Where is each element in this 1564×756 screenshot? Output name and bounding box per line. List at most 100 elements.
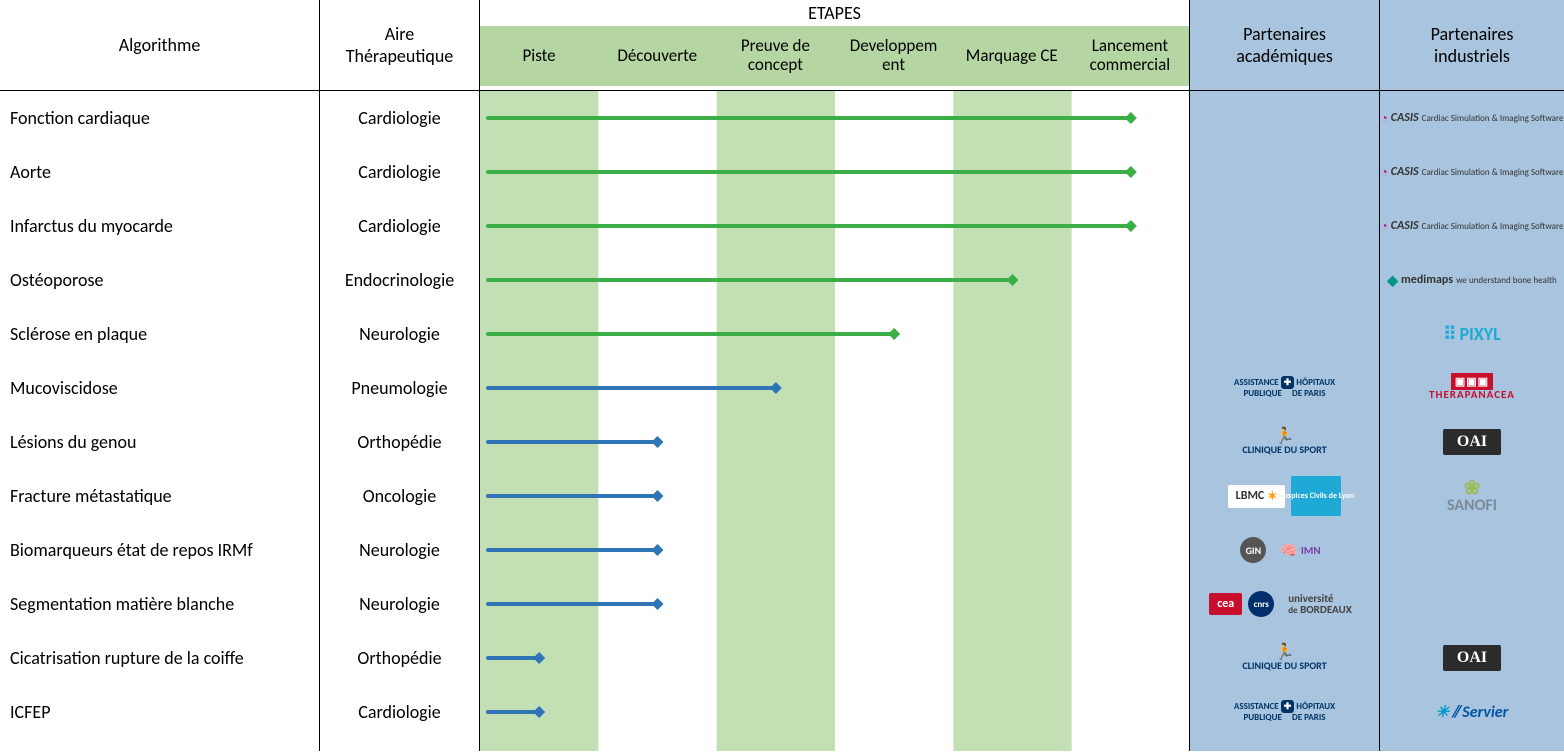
stage-label: Découverte [598,26,716,86]
partner-logo: ◔ CASISCardiac Simulation & Imaging Soft… [1373,107,1564,130]
algorithm-cell: Sclérose en plaque [10,307,319,361]
industrial-partner-cell: ◔ CASISCardiac Simulation & Imaging Soft… [1380,91,1564,145]
algorithm-column: Fonction cardiaqueAorteInfarctus du myoc… [0,91,320,751]
header-industrial-line1: Partenaires [1431,23,1514,45]
area-cell: Cardiologie [320,145,479,199]
academic-partner-cell: ASSISTANCE ✚ HÔPITAUXPUBLIQUE DE PARIS [1190,685,1379,739]
industrial-partner-cell: OAI [1380,631,1564,685]
progress-marker [652,490,664,502]
partner-logo: ❀SANOFI [1439,474,1505,518]
academic-partner-cell: LBMC✶Hospices Civils de Lyon [1190,469,1379,523]
area-cell: Neurologie [320,307,479,361]
header-area: Aire Thérapeutique [320,0,480,90]
partner-logo: OAI [1443,429,1501,455]
partner-logo: GIN [1240,537,1266,563]
partner-logo: cea [1209,593,1242,615]
stage-label: Preuve de concept [716,26,834,86]
header-algorithm: Algorithme [0,0,320,90]
header-academic-line2: académiques [1236,45,1333,67]
header-area-line1: Aire [385,23,415,45]
progress-marker [888,328,900,340]
stage-band [717,91,835,751]
academic-partner-cell: ASSISTANCE ✚ HÔPITAUXPUBLIQUE DE PARIS [1190,361,1379,415]
industrial-partner-cell: ◔ CASISCardiac Simulation & Imaging Soft… [1380,199,1564,253]
partner-logo: ◆ medimapswe understand bone health [1379,268,1564,293]
algorithm-cell: ICFEP [10,685,319,739]
area-cell: Cardiologie [320,685,479,739]
stage-label: Developpem ent [834,26,952,86]
header-academic: Partenaires académiques [1190,0,1380,90]
stage-label: Lancement commercial [1071,26,1189,86]
header-stages-title: ETAPES [480,0,1189,26]
algorithm-cell: Ostéoporose [10,253,319,307]
progress-marker [1125,166,1137,178]
progress-chart [480,91,1190,751]
partner-logo: 🧠IMN [1272,538,1328,563]
area-cell: Pneumologie [320,361,479,415]
stage-label: Piste [480,26,598,86]
partner-logo: ASSISTANCE ✚ HÔPITAUXPUBLIQUE DE PARIS [1226,373,1343,403]
header-stages: ETAPES PisteDécouvertePreuve de conceptD… [480,0,1190,90]
algorithm-cell: Lésions du genou [10,415,319,469]
industrial-partner-cell: ▣▣▣THERAPANACEA [1380,361,1564,415]
partner-logo: LBMC✶ [1228,485,1286,508]
area-cell: Oncologie [320,469,479,523]
industrial-partner-cell: ◔ CASISCardiac Simulation & Imaging Soft… [1380,145,1564,199]
progress-marker [1125,220,1137,232]
industrial-partner-cell: OAI [1380,415,1564,469]
progress-marker [1125,112,1137,124]
header-algorithm-label: Algorithme [119,34,201,56]
area-cell: Cardiologie [320,91,479,145]
header-academic-line1: Partenaires [1243,23,1326,45]
industrial-partner-cell: ❀SANOFI [1380,469,1564,523]
partner-logo: ◔ CASISCardiac Simulation & Imaging Soft… [1373,215,1564,238]
partner-logo: ▣▣▣THERAPANACEA [1421,371,1523,405]
algorithm-cell: Cicatrisation rupture de la coiffe [10,631,319,685]
area-cell: Neurologie [320,523,479,577]
academic-partner-cell: 🏃CLINIQUE DU SPORT [1190,415,1379,469]
academic-partner-cell [1190,307,1379,361]
algorithm-cell: Biomarqueurs état de repos IRMf [10,523,319,577]
academic-partners-column: ASSISTANCE ✚ HÔPITAUXPUBLIQUE DE PARIS 🏃C… [1190,91,1380,751]
algorithm-cell: Infarctus du myocarde [10,199,319,253]
body-grid: Fonction cardiaqueAorteInfarctus du myoc… [0,91,1564,751]
partner-logo: OAI [1443,645,1501,671]
academic-partner-cell [1190,91,1379,145]
area-cell: Neurologie [320,577,479,631]
header-stage-labels: PisteDécouvertePreuve de conceptDevelopp… [480,26,1189,86]
algorithm-cell: Fracture métastatique [10,469,319,523]
header-row: Algorithme Aire Thérapeutique ETAPES Pis… [0,0,1564,91]
progress-marker [652,436,664,448]
partner-logo: Hospices Civils de Lyon [1291,476,1341,516]
algorithm-cell: Mucoviscidose [10,361,319,415]
stage-band [953,91,1071,751]
academic-partner-cell: 🏃CLINIQUE DU SPORT [1190,631,1379,685]
industrial-partner-cell: ◆ medimapswe understand bone health [1380,253,1564,307]
partner-logo: ⠿ PIXYL [1435,319,1508,349]
progress-marker [652,598,664,610]
partner-logo: ASSISTANCE ✚ HÔPITAUXPUBLIQUE DE PARIS [1226,697,1343,727]
area-cell: Orthopédie [320,415,479,469]
header-area-line2: Thérapeutique [346,45,453,67]
area-column: CardiologieCardiologieCardiologieEndocri… [320,91,480,751]
stage-band [480,91,598,751]
progress-marker [652,544,664,556]
academic-partner-cell: ceacnrsuniversitéde BORDEAUX [1190,577,1379,631]
algorithm-cell: Segmentation matière blanche [10,577,319,631]
partner-logo: ✳⫽ Servier [1428,698,1517,726]
area-cell: Endocrinologie [320,253,479,307]
academic-partner-cell [1190,253,1379,307]
partner-logo: cnrs [1248,591,1274,617]
stages-column [480,91,1190,751]
partner-logo: universitéde BORDEAUX [1280,589,1360,619]
academic-partner-cell [1190,145,1379,199]
industrial-partner-cell [1380,577,1564,631]
academic-partner-cell: GIN🧠IMN [1190,523,1379,577]
header-industrial-line2: industriels [1434,45,1510,67]
header-industrial: Partenaires industriels [1380,0,1564,90]
partner-logo: 🏃CLINIQUE DU SPORT [1234,425,1334,459]
area-cell: Cardiologie [320,199,479,253]
stage-label: Marquage CE [953,26,1071,86]
industrial-partners-column: ◔ CASISCardiac Simulation & Imaging Soft… [1380,91,1564,751]
algorithm-cell: Aorte [10,145,319,199]
